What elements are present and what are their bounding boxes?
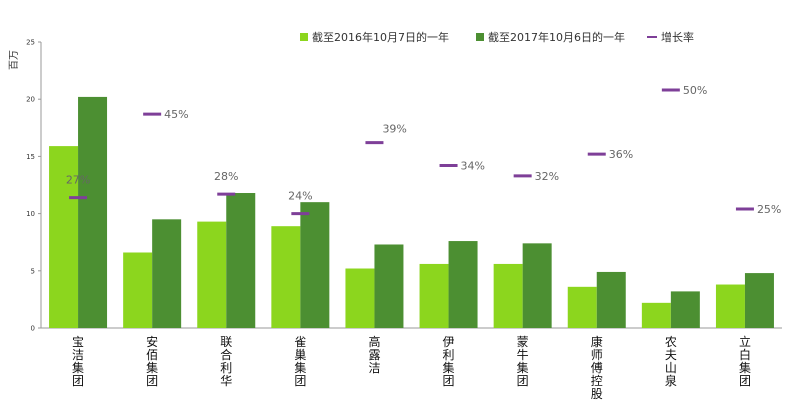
growth-label: 36%: [609, 148, 633, 161]
category-label: 雀巢集团: [294, 335, 306, 388]
bar-2017: [744, 273, 774, 328]
growth-label: 50%: [683, 84, 707, 97]
bar-2016: [123, 252, 153, 328]
y-tick-label: 5: [31, 267, 35, 275]
legend: 截至2016年10月7日的一年 截至2017年10月6日的一年 增长率: [300, 30, 694, 44]
bars: [49, 96, 774, 328]
category-labels: 宝洁集团 安佰集团 联合利华 雀巢集团 高露洁 伊利集团 蒙牛集团 康师傅控股 农夫山泉 立白集团: [72, 334, 751, 401]
bar-2016: [419, 263, 449, 328]
growth-label: 32%: [535, 170, 559, 183]
category-label: 宝洁集团: [72, 335, 84, 388]
category-label: 立白集团: [739, 334, 751, 388]
growth-label: 45%: [164, 108, 188, 121]
bar-2017: [522, 243, 552, 328]
bar-2017: [226, 193, 256, 328]
growth-label: 34%: [461, 160, 485, 173]
bar-2016: [345, 268, 375, 328]
y-ticks: 0 5 10 15 20 25: [26, 39, 41, 333]
bar-2017: [448, 241, 478, 328]
category-label: 农夫山泉: [665, 335, 677, 388]
y-tick-label: 0: [31, 325, 35, 333]
bar-2017: [300, 202, 330, 328]
legend-label: 增长率: [661, 30, 694, 44]
bar-2016: [49, 146, 79, 328]
growth-label: 28%: [214, 170, 238, 183]
y-tick-label: 10: [26, 210, 35, 218]
growth-label: 24%: [288, 190, 312, 203]
bar-2017: [152, 219, 182, 328]
y-tick-label: 25: [26, 39, 35, 47]
growth-label: 27%: [66, 174, 90, 187]
category-label: 伊利集团: [443, 335, 455, 388]
bar-2016: [493, 263, 523, 328]
category-label: 安佰集团: [146, 334, 158, 388]
category-label: 蒙牛集团: [517, 335, 529, 388]
bar-2017: [374, 244, 404, 328]
bar-2017: [78, 96, 108, 328]
growth-markers: 27% 45% 28% 24% 39% 34% 32% 36% 50% 25%: [66, 84, 782, 216]
category-label: 联合利华: [220, 335, 232, 388]
bar-2016: [715, 284, 745, 328]
growth-label: 39%: [382, 123, 406, 136]
y-tick-label: 20: [26, 96, 35, 104]
bar-2016: [567, 286, 597, 328]
y-tick-label: 15: [26, 153, 35, 161]
category-label: 康师傅控股: [591, 334, 603, 401]
legend-label: 截至2016年10月7日的一年: [312, 30, 449, 44]
legend-label: 截至2017年10月6日的一年: [488, 30, 625, 44]
legend-swatch: [476, 33, 484, 41]
bar-2016: [641, 302, 671, 328]
growth-label: 25%: [757, 203, 781, 216]
category-label: 高露洁: [368, 334, 380, 375]
y-axis-label: 百万: [8, 50, 20, 70]
bar-2017: [670, 291, 700, 328]
bar-2016: [197, 221, 227, 328]
bar-2016: [271, 226, 301, 328]
bar-2017: [596, 271, 626, 328]
legend-swatch: [300, 33, 308, 41]
